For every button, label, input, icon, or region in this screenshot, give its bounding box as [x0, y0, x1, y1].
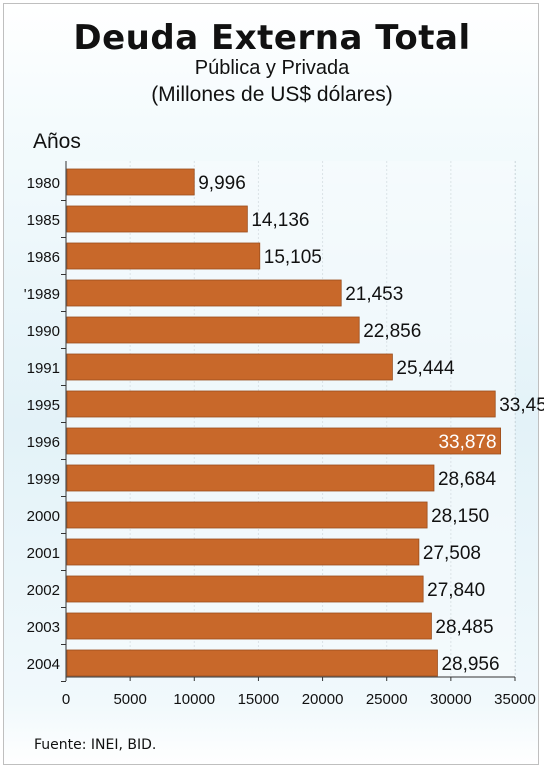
- chart-subtitle-line-1: Pública y Privada: [194, 57, 350, 79]
- chart-subtitle-line-2: (Millones de US$ dólares): [151, 83, 393, 106]
- y-tick-label: '1989: [24, 286, 60, 303]
- bar-1986: [66, 242, 261, 270]
- data-label: 28,684: [438, 469, 497, 490]
- data-label: 27,840: [427, 580, 485, 601]
- x-tick-label: 35000: [494, 691, 536, 708]
- x-tick-label: 10000: [173, 691, 215, 708]
- bar-1980: [66, 168, 195, 196]
- data-label: 33,459: [499, 395, 544, 416]
- y-tick-label: 1996: [27, 434, 60, 451]
- x-tick-label: 30000: [430, 691, 472, 708]
- bar-1996: [66, 427, 502, 455]
- x-tick-label: 20000: [302, 691, 344, 708]
- x-tick-label: 15000: [238, 691, 280, 708]
- y-axis-label: Años: [33, 130, 81, 153]
- bars: [66, 168, 502, 677]
- data-label: 14,136: [251, 210, 309, 231]
- bar-1985: [66, 205, 248, 233]
- y-tick-label: 1980: [27, 175, 60, 192]
- data-label: 21,453: [345, 284, 403, 305]
- bar-1990: [66, 316, 360, 344]
- bar-1999: [66, 464, 435, 492]
- x-tick-label: 25000: [366, 691, 408, 708]
- y-tick-label: 2004: [27, 656, 60, 673]
- bar-2004: [66, 649, 438, 677]
- data-label: 27,508: [423, 543, 481, 564]
- bar-1989: [66, 279, 342, 307]
- data-label: 15,105: [264, 247, 322, 268]
- y-tick-label: 1985: [27, 212, 60, 229]
- bar-2000: [66, 501, 428, 529]
- axes: [61, 161, 516, 682]
- y-tick-label: 1986: [27, 249, 60, 266]
- tick-labels: 1980 1985 1986 '1989 1990 1991 1995 1996 1999 200…: [24, 175, 536, 708]
- y-tick-label: 1995: [27, 397, 60, 414]
- y-tick-label: 1999: [27, 471, 60, 488]
- bar-1991: [66, 353, 393, 381]
- y-tick-label: 1991: [27, 360, 60, 377]
- bar-1995: [66, 390, 496, 418]
- x-tick-label: 0: [62, 691, 70, 708]
- bar-2002: [66, 575, 424, 603]
- data-label: 9,996: [198, 173, 246, 194]
- y-tick-label: 1990: [27, 323, 60, 340]
- bar-2003: [66, 612, 432, 640]
- data-label: 28,485: [435, 617, 493, 638]
- x-tick-label: 5000: [113, 691, 146, 708]
- data-label: 28,150: [431, 506, 489, 527]
- y-tick-label: 2002: [27, 582, 60, 599]
- y-tick-label: 2000: [27, 508, 60, 525]
- chart-title: Deuda Externa Total: [73, 18, 471, 58]
- data-label: 25,444: [396, 358, 455, 379]
- data-label: 22,856: [363, 321, 421, 342]
- data-label: 33,878: [438, 432, 496, 453]
- data-label: 28,956: [441, 654, 499, 675]
- y-tick-label: 2001: [27, 545, 60, 562]
- source-note: Fuente: INEI, BID.: [34, 737, 157, 753]
- y-tick-label: 2003: [27, 619, 60, 636]
- bar-2001: [66, 538, 420, 566]
